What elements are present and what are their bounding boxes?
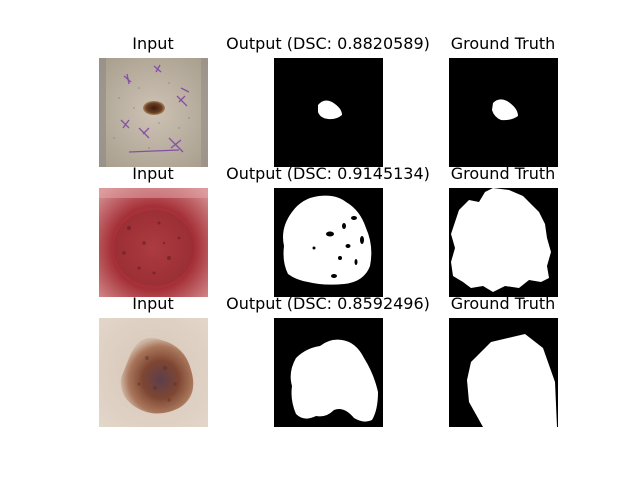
row2-ground-truth-title: Ground Truth [450,164,556,183]
row2-output-title: Output (DSC: 0.9145134) [226,164,430,183]
row3-output-title: Output (DSC: 0.8592496) [226,294,430,313]
row1-ground-truth-mask [449,58,558,167]
row3-ground-truth-mask [449,318,558,427]
row3-output-mask [274,318,383,427]
row2-input-title: Input [132,164,174,183]
row1-input-title: Input [132,34,174,53]
row1-input-image [99,58,208,167]
row1-ground-truth-title: Ground Truth [450,34,556,53]
row2-ground-truth-mask [449,188,558,297]
row3-input-image [99,318,208,427]
row2-output-mask [274,188,383,297]
row1-output-mask [274,58,383,167]
row3-input-title: Input [132,294,174,313]
row1-output-title: Output (DSC: 0.8820589) [226,34,430,53]
row2-input-image [99,188,208,297]
row3-ground-truth-title: Ground Truth [450,294,556,313]
